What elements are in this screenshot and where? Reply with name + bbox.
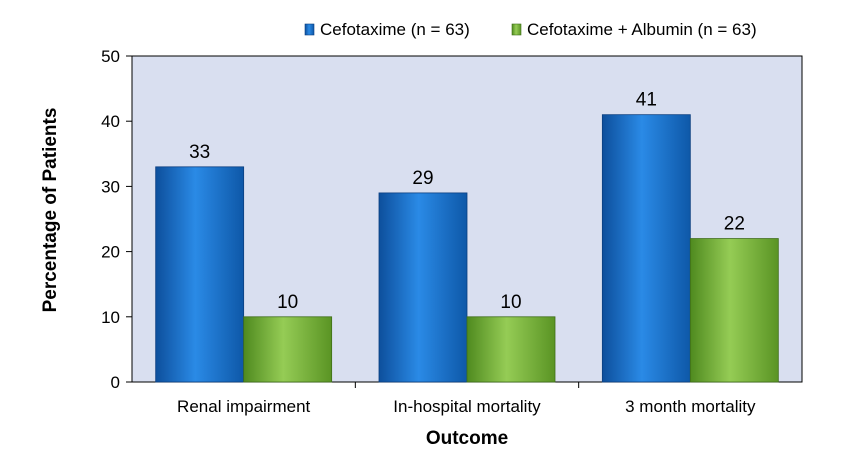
bar-cefotaxime-albumin	[466, 316, 556, 383]
y-axis: 0 10 20 30 40 50	[101, 47, 132, 392]
legend-label: Cefotaxime (n = 63)	[320, 20, 470, 39]
data-label: 41	[636, 90, 657, 111]
y-axis-title: Percentage of Patients	[40, 108, 61, 313]
bars	[155, 114, 779, 383]
x-axis: Renal impairment In-hospital mortality 3 m…	[177, 382, 756, 416]
legend-label: Cefotaxime + Albumin (n = 63)	[527, 20, 757, 39]
data-label: 33	[189, 142, 210, 163]
bar-cefotaxime-albumin	[689, 238, 779, 383]
data-label: 29	[412, 168, 433, 189]
legend-swatch	[304, 23, 315, 36]
y-tick-label: 30	[101, 177, 120, 196]
data-label: 10	[277, 292, 298, 313]
y-tick-label: 20	[101, 243, 120, 262]
legend: Cefotaxime (n = 63) Cefotaxime + Albumin …	[304, 20, 757, 39]
bar-cefotaxime	[155, 166, 245, 383]
bar-cefotaxime	[601, 114, 691, 383]
data-labels: 33 10 29 10 41 22	[189, 90, 745, 313]
bar-cefotaxime	[378, 192, 468, 383]
legend-swatch	[511, 23, 522, 36]
y-tick-label: 40	[101, 112, 120, 131]
x-axis-title: Outcome	[426, 428, 508, 449]
x-tick-label: In-hospital mortality	[393, 397, 541, 416]
data-label: 10	[500, 292, 521, 313]
y-tick-label: 0	[111, 373, 120, 392]
x-tick-label: 3 month mortality	[625, 397, 756, 416]
data-label: 22	[724, 214, 745, 235]
x-tick-label: Renal impairment	[177, 397, 310, 416]
bar-cefotaxime-albumin	[243, 316, 333, 383]
y-tick-label: 50	[101, 47, 120, 66]
y-tick-label: 10	[101, 308, 120, 327]
